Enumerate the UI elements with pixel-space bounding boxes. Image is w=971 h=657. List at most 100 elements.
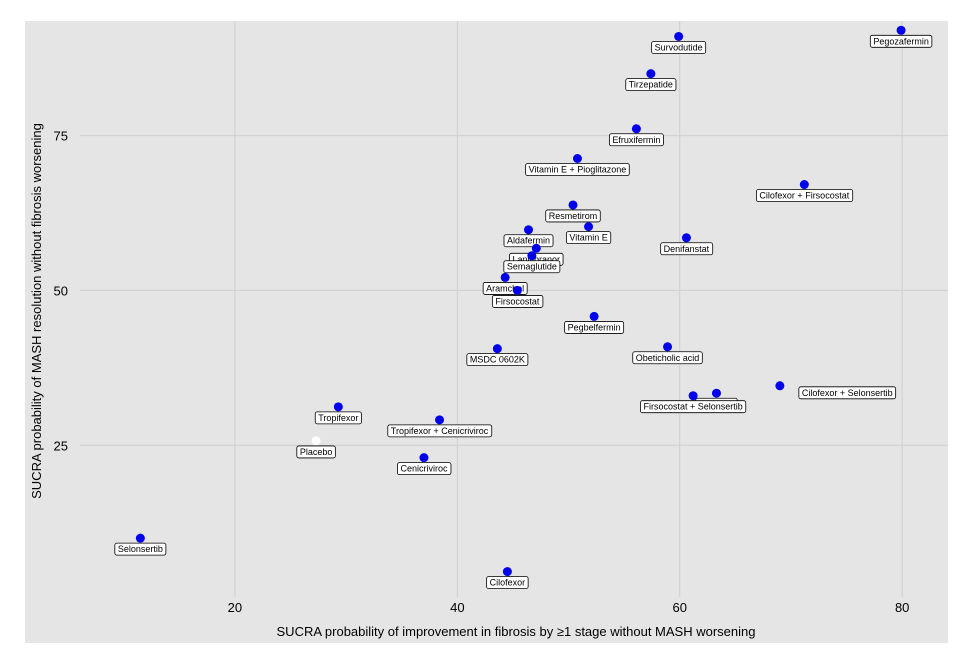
point-tirzepatide: [646, 69, 656, 79]
point-label-box: [387, 424, 493, 438]
point-label: Survodutide: [651, 41, 707, 54]
point-label-text: Cilofexor + Firsocostat: [759, 191, 849, 201]
point-label-box: [397, 462, 452, 476]
point-firsocostat: [512, 285, 522, 295]
point-denifanstat: [681, 233, 691, 243]
point-pegozafermin: [896, 25, 906, 35]
point-vitamin-e-pioglitazone: [572, 153, 582, 163]
point-label-box: [660, 242, 714, 256]
point-label-box: [565, 231, 612, 245]
point-label-text: Obeticholic acid: [636, 353, 700, 363]
point-label-box: [756, 189, 854, 202]
point-firsocostat-selonsertib: [688, 391, 698, 401]
point-label-text: Selonsertib: [118, 544, 163, 554]
point-label-box: [486, 576, 529, 590]
point-label: Tropifexor: [314, 411, 362, 425]
data-points: Pegozafermin Survodutide Tirzepatide Efruxi…: [114, 25, 933, 590]
point-tropifexor-cenicriviroc: [435, 415, 445, 425]
point-label: Firsocostat: [491, 295, 544, 308]
point-label-text: Tropifexor: [318, 413, 358, 423]
point-selonsertib: [135, 533, 145, 543]
y-tick-label: 25: [54, 438, 68, 453]
point-label: Tirzepatide: [625, 78, 677, 92]
point-label-box: [503, 260, 561, 274]
x-tick-label: 40: [450, 600, 464, 615]
y-tick-label: 75: [54, 129, 68, 144]
point-label-box: [503, 234, 554, 248]
point-resmetirom: [568, 200, 578, 210]
x-tick-label: 80: [895, 600, 909, 615]
point-label-box: [564, 321, 625, 334]
point-cilofexor: [711, 388, 721, 398]
point-aramchol: [500, 272, 510, 282]
point-label: Cenicriviroc: [397, 462, 452, 476]
point-label-text: Tirzepatide: [629, 80, 673, 90]
x-tick-label: 20: [228, 600, 242, 615]
point-label-text: Pegozafermin: [873, 36, 929, 46]
point-tropifexor: [333, 402, 343, 412]
point-label: Firsocostat + Selonsertib: [640, 400, 747, 414]
point-label-text: Aldafermin: [507, 236, 550, 246]
point-survodutide: [674, 31, 684, 41]
point-label-box: [798, 386, 897, 400]
point-label-box: [625, 78, 677, 92]
point-label-text: Resmetirom: [549, 211, 598, 221]
point-placebo: [311, 436, 321, 446]
y-tick-label: 50: [54, 283, 68, 298]
point-label-text: Aramchol: [486, 283, 524, 293]
point-label-box: [525, 163, 630, 176]
x-tick-label: 60: [673, 600, 687, 615]
point-label: Semaglutide: [503, 260, 561, 274]
point-label: Vitamin E + Pioglitazone: [525, 163, 630, 176]
point-label: Obeticholic acid: [632, 351, 703, 365]
point-efruxifermin: [631, 124, 641, 134]
point-label-box: [491, 295, 544, 308]
point-label-text: Vitamin E: [569, 233, 607, 243]
point-label-text: Cilofexor + Selonsertib: [802, 388, 893, 398]
point-label: Efruxifermin: [608, 133, 664, 147]
point-label: Pegbelfermin: [564, 321, 625, 334]
point-label: Cilofexor + Selonsertib: [798, 386, 897, 400]
point-label: Selonsertib: [114, 542, 167, 556]
point-label-text: Firsocostat + Selonsertib: [643, 402, 742, 412]
point-label-text: Semaglutide: [507, 262, 557, 272]
point-label-text: Survodutide: [655, 42, 703, 52]
point-label-text: Placebo: [300, 447, 333, 457]
point-cilofexor: [502, 567, 512, 577]
point-label: Resmetirom: [545, 209, 601, 223]
point-obeticholic-acid: [663, 342, 673, 352]
point-pegbelfermin: [589, 311, 599, 321]
point-label-box: [545, 209, 601, 223]
point-label: Cilofexor: [486, 576, 529, 590]
point-label-box: [640, 400, 747, 414]
point-label: Placebo: [296, 445, 336, 459]
point-label: Denifanstat: [660, 242, 714, 256]
point-label-box: [466, 353, 529, 367]
point-label-box: [314, 411, 362, 425]
point-label-text: MSDC 0602K: [470, 355, 525, 365]
point-label-text: Firsocostat: [495, 296, 540, 306]
point-label: Pegozafermin: [869, 34, 933, 48]
plot-background: [25, 21, 948, 643]
point-label-text: Lanifibranor: [513, 254, 561, 264]
x-axis-ticks: 20 40 60 80: [228, 600, 910, 615]
point-label: MSDC 0602K: [466, 353, 529, 367]
x-axis-title: SUCRA probability of improvement in fibr…: [277, 624, 756, 639]
point-lanifibranor: [531, 243, 541, 253]
point-label-text: Cilofexor: [490, 578, 526, 588]
point-semaglutide: [527, 251, 537, 261]
point-label: Tropifexor + Cenicriviroc: [387, 424, 493, 438]
point-label-text: Vitamin E + Pioglitazone: [529, 164, 627, 174]
point-label: Aldafermin: [503, 234, 554, 248]
point-label-text: Efruxifermin: [612, 135, 660, 145]
point-label-box: [632, 351, 703, 365]
point-label-text: Denifanstat: [664, 244, 710, 254]
point-label: Vitamin E: [565, 231, 612, 245]
point-label-box: [869, 34, 933, 48]
point-label-text: Cenicriviroc: [400, 464, 448, 474]
point-label-box: [296, 445, 336, 459]
point-cilofexor-firsocostat: [799, 180, 809, 190]
point-msdc-0602k: [492, 344, 502, 354]
point-cenicriviroc: [419, 453, 429, 463]
